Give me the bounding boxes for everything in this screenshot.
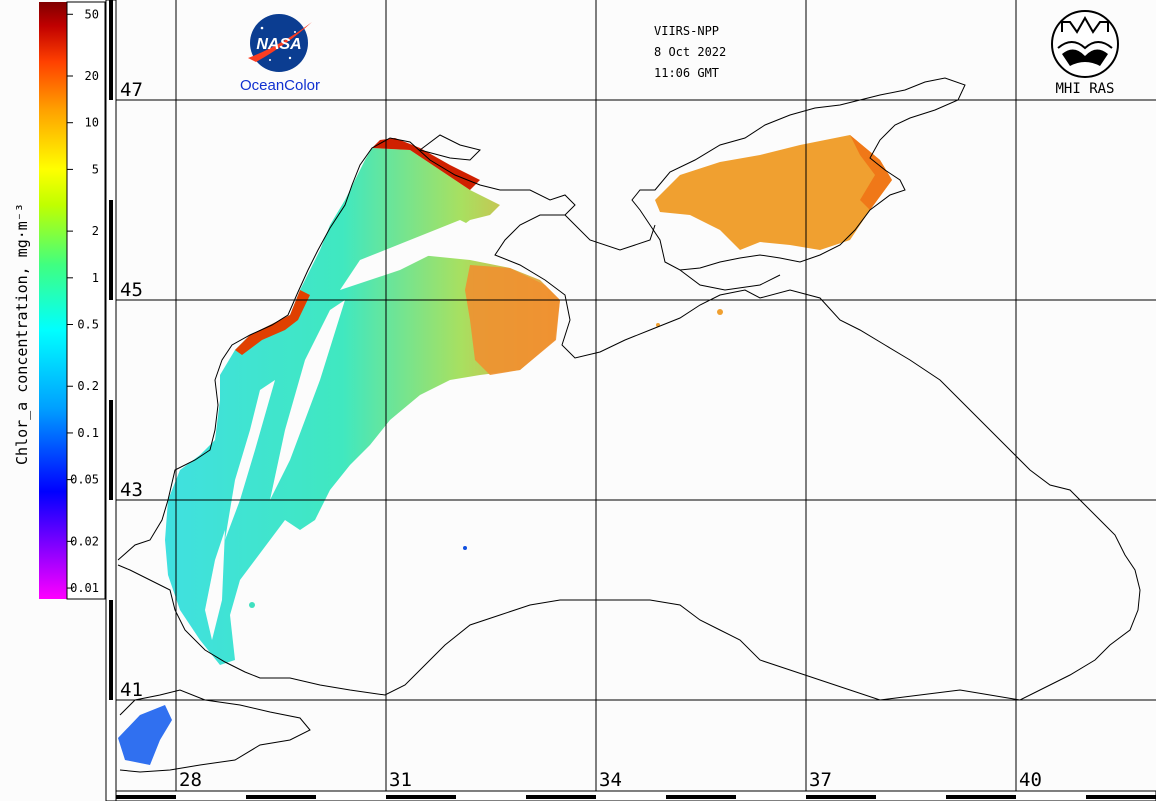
nasa-meatball-icon bbox=[250, 14, 308, 72]
lat-label-43: 43 bbox=[120, 479, 143, 501]
lon-label-31: 31 bbox=[389, 769, 412, 791]
kerch-line bbox=[679, 269, 781, 291]
marmara-patch bbox=[118, 705, 172, 765]
colorbar-tick-label: 0.1 bbox=[77, 426, 99, 440]
dnieper-estuary bbox=[418, 134, 481, 161]
lon-label-37: 37 bbox=[809, 769, 832, 791]
colorbar-tick-label: 0.05 bbox=[70, 473, 99, 487]
colorbar-tick-label: 5 bbox=[92, 162, 99, 176]
cloud-gap-1 bbox=[270, 300, 345, 500]
header: VIIRS-NPP 8 Oct 2022 11:06 GMT bbox=[654, 24, 726, 80]
sensor-name: VIIRS-NPP bbox=[654, 24, 719, 38]
nw-shelf-bloom bbox=[165, 148, 560, 665]
colorbar-title: Chlor_a concentration, mg·m⁻³ bbox=[13, 203, 31, 465]
acquisition-time: 11:06 GMT bbox=[654, 66, 719, 80]
graticule bbox=[116, 0, 1156, 791]
lat-label-45: 45 bbox=[120, 279, 143, 301]
lon-label-40: 40 bbox=[1019, 769, 1042, 791]
nasa-wordmark: NASA bbox=[256, 36, 301, 53]
colorbar-tick-label: 2 bbox=[92, 224, 99, 238]
cloud-gap-3 bbox=[340, 220, 480, 290]
colorbar-ticks: 50 20 10 5 2 1 0.5 0.2 0.1 0.05 0.02 0.01 bbox=[67, 7, 99, 595]
lat-label-47: 47 bbox=[120, 79, 143, 101]
colorbar: 50 20 10 5 2 1 0.5 0.2 0.1 0.05 0.02 0.01 Chlor_a c… bbox=[13, 1, 106, 600]
colorbar-ticks-panel bbox=[66, 1, 106, 600]
crimea-north bbox=[564, 214, 656, 251]
speck-1 bbox=[717, 309, 723, 315]
azov-bloom bbox=[655, 135, 892, 250]
speck-3 bbox=[249, 602, 255, 608]
acquisition-date: 8 Oct 2022 bbox=[654, 45, 726, 59]
blue-speck bbox=[463, 546, 467, 550]
colorbar-tick-label: 0.5 bbox=[77, 318, 99, 332]
nasa-logo: NASA OceanColor bbox=[240, 14, 320, 94]
lon-label-28: 28 bbox=[179, 769, 202, 791]
colorbar-tick-label: 0.01 bbox=[70, 581, 99, 595]
cloud-gap-4 bbox=[205, 530, 225, 640]
coastlines bbox=[117, 77, 1141, 773]
colorbar-tick-label: 10 bbox=[85, 116, 99, 130]
colorbar-tick-label: 0.2 bbox=[77, 379, 99, 393]
crimea-west-bloom bbox=[465, 265, 560, 375]
danube-coast-band bbox=[235, 290, 310, 355]
lon-label-34: 34 bbox=[599, 769, 622, 791]
oceancolor-label: OceanColor bbox=[240, 77, 320, 94]
mhi-ras-label: MHI RAS bbox=[1055, 81, 1114, 97]
lat-labels: 47 45 43 41 bbox=[120, 79, 143, 701]
nasa-vector-icon bbox=[248, 22, 312, 62]
black-sea-coast bbox=[117, 137, 1141, 701]
dnieper-coast-band bbox=[372, 138, 480, 190]
lon-labels: 28 31 34 37 40 bbox=[179, 769, 1042, 791]
colorbar-gradient bbox=[39, 2, 67, 599]
bosporus-coast bbox=[119, 689, 311, 773]
mhi-logo: MHI RAS bbox=[1051, 10, 1119, 97]
azov-east-band bbox=[850, 135, 892, 210]
colorbar-tick-label: 50 bbox=[85, 7, 99, 21]
colorbar-tick-label: 1 bbox=[92, 271, 99, 285]
colorbar-tick-label: 20 bbox=[85, 69, 99, 83]
colorbar-tick-label: 0.02 bbox=[70, 534, 99, 548]
map-frame bbox=[105, 0, 1156, 801]
chlorophyll-data bbox=[118, 135, 892, 765]
lat-label-41: 41 bbox=[120, 679, 143, 701]
